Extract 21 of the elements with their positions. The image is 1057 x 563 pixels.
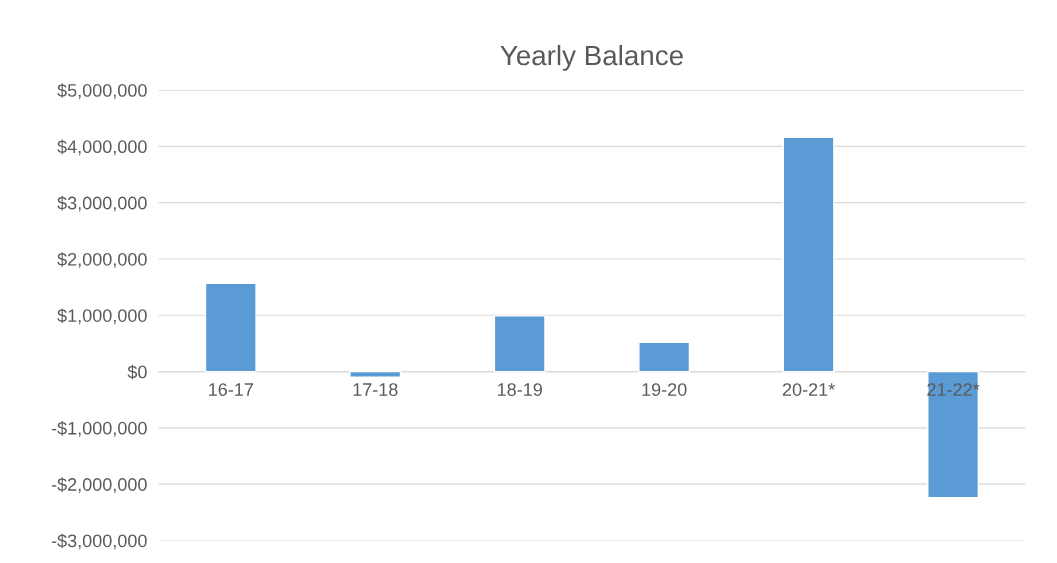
bar	[349, 370, 402, 378]
y-tick-label: $5,000,000	[57, 83, 147, 99]
x-tick-label: 18-19	[497, 383, 542, 396]
bar	[927, 370, 980, 499]
y-tick-label: $4,000,000	[57, 139, 147, 156]
chart-title: Yearly Balance	[500, 44, 683, 71]
bar	[638, 341, 691, 373]
y-tick-label: $2,000,000	[57, 252, 147, 268]
y-tick-label: $0	[127, 364, 147, 380]
y-tick-label: $3,000,000	[57, 195, 147, 212]
y-tick-label: -$1,000,000	[51, 421, 147, 437]
y-tick-label: $1,000,000	[57, 308, 147, 325]
bar	[493, 315, 546, 373]
bar	[204, 282, 257, 373]
y-tick-label: -$2,000,000	[51, 477, 147, 494]
x-tick-label: 20-21*	[782, 383, 835, 396]
y-tick-label: -$3,000,000	[51, 533, 147, 550]
x-tick-label: 16-17	[209, 383, 253, 396]
x-tick-label: 19-20	[642, 383, 687, 396]
x-tick-label: 17-18	[353, 383, 398, 396]
bar	[782, 136, 835, 373]
